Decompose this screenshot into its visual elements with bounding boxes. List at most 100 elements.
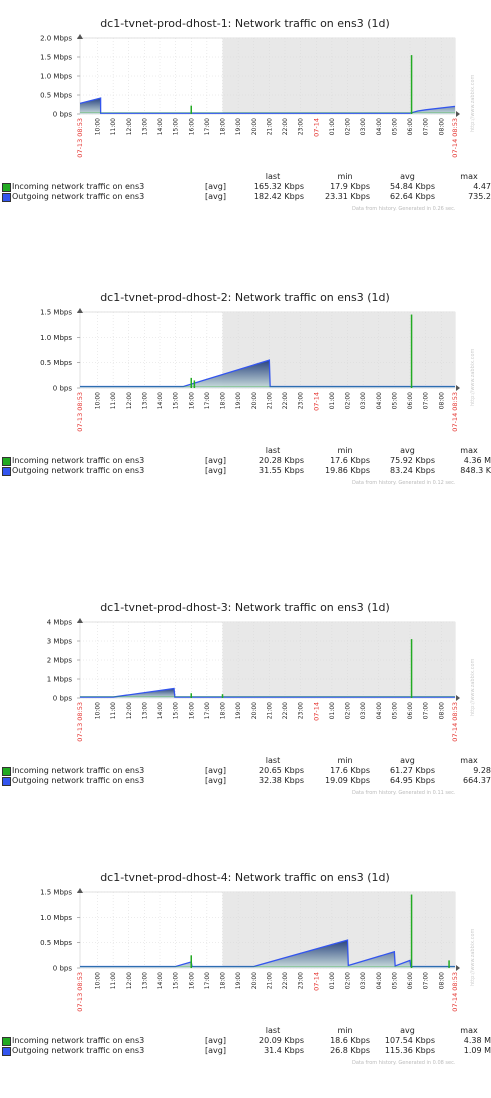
legend-column-max: max [460,756,478,765]
x-axis-arrow [456,111,460,117]
x-tick-label: 20:00 [251,702,258,719]
series-function: [avg] [205,1036,226,1045]
network-traffic-chart: dc1-tvnet-prod-dhost-4: Network traffic … [40,871,460,1012]
x-tick-label: 22:00 [282,392,289,409]
y-tick-label: 0.5 Mbps [40,359,72,367]
series-last-value: 31.4 Kbps [264,1046,304,1055]
x-tick-label: 08:00 [438,972,445,989]
y-tick-label: 1.5 Mbps [40,889,72,897]
legend-column-min: min [337,756,353,765]
x-tick-label: 06:00 [407,392,414,409]
y-tick-label: 4 Mbps [47,619,73,627]
zabbix-watermark: http://www.zabbix.com [470,928,476,986]
series-function: [avg] [205,182,226,191]
x-tick-label: 08:00 [438,118,445,135]
x-tick-label: 04:00 [376,118,383,135]
x-tick-label: 15:00 [173,702,180,719]
legend-column-avg: avg [400,172,415,181]
series-min-value: 18.6 Kbps [330,1036,370,1045]
series-min-value: 17.6 Kbps [330,766,370,775]
outgoing-area [80,360,455,388]
x-tick-label: 07-14 [312,702,320,721]
x-tick-label: 07:00 [423,392,430,409]
x-tick-label: 07-14 [312,118,320,137]
x-tick-label: 16:00 [188,118,195,135]
y-tick-label: 0 bps [53,385,73,393]
x-tick-label: 11:00 [110,392,117,409]
series-function: [avg] [205,466,226,475]
x-tick-label: 07:00 [423,972,430,989]
outgoing-color-swatch [2,1047,11,1056]
x-axis-arrow [456,695,460,701]
x-tick-label: 05:00 [391,392,398,409]
series-max-value: 848.3 K [460,466,491,475]
network-traffic-chart: dc1-tvnet-prod-dhost-3: Network traffic … [47,601,460,742]
x-axis-arrow [456,965,460,971]
generated-note: Data from history. Generated in 0.12 sec… [352,480,456,486]
x-tick-label: 21:00 [266,392,273,409]
x-tick-label: 01:00 [329,392,336,409]
x-start-label: 07-13 08:53 [76,392,84,432]
series-avg-value: 75.92 Kbps [389,456,435,465]
x-tick-label: 23:00 [298,702,305,719]
x-tick-label: 13:00 [141,392,148,409]
series-max-value: 9.28 [473,766,491,775]
x-start-label: 07-13 08:53 [76,118,84,158]
x-tick-label: 18:00 [220,702,227,719]
x-tick-label: 06:00 [407,118,414,135]
x-tick-label: 11:00 [110,702,117,719]
x-tick-label: 03:00 [360,392,367,409]
series-min-value: 23.31 Kbps [324,192,370,201]
x-tick-label: 12:00 [126,972,133,989]
x-tick-label: 06:00 [407,702,414,719]
network-traffic-chart: dc1-tvnet-prod-dhost-2: Network traffic … [40,291,460,432]
y-axis-arrow [77,308,83,313]
incoming-color-swatch [2,457,11,466]
series-function: [avg] [205,1046,226,1055]
series-last-value: 20.09 Kbps [258,1036,304,1045]
legend-row-incoming: Incoming network traffic on ens3 [avg] 165… [0,182,491,193]
x-tick-label: 23:00 [298,972,305,989]
x-tick-label: 20:00 [251,392,258,409]
series-name: Incoming network traffic on ens3 [12,766,145,775]
chart-title: dc1-tvnet-prod-dhost-4: Network traffic … [100,871,390,884]
x-tick-label: 07:00 [423,118,430,135]
y-tick-label: 1.0 Mbps [40,914,72,922]
x-tick-label: 20:00 [251,972,258,989]
legend-column-min: min [337,172,353,181]
graph-panel-1: dc1-tvnet-prod-dhost-1: Network traffic … [0,14,491,244]
x-tick-label: 02:00 [345,392,352,409]
legend-column-max: max [460,172,478,181]
series-function: [avg] [205,766,226,775]
y-tick-label: 0.5 Mbps [40,939,72,947]
zabbix-watermark: http://www.zabbix.com [470,348,476,406]
x-tick-label: 15:00 [173,392,180,409]
y-tick-label: 1.5 Mbps [40,309,72,317]
y-tick-label: 1.0 Mbps [40,334,72,342]
y-tick-label: 0 bps [53,965,73,973]
outgoing-series-line [80,687,455,698]
graph-panel-3: dc1-tvnet-prod-dhost-3: Network traffic … [0,598,491,828]
legend-column-avg: avg [400,756,415,765]
outgoing-color-swatch [2,193,11,202]
network-traffic-chart: dc1-tvnet-prod-dhost-1: Network traffic … [40,17,460,158]
x-tick-label: 07-14 [312,392,320,411]
series-name: Outgoing network traffic on ens3 [12,466,145,475]
series-last-value: 32.38 Kbps [258,776,304,785]
x-tick-label: 15:00 [173,118,180,135]
x-tick-label: 08:00 [438,392,445,409]
x-tick-label: 03:00 [360,118,367,135]
x-tick-label: 10:00 [95,118,102,135]
chart-title: dc1-tvnet-prod-dhost-2: Network traffic … [100,291,390,304]
x-tick-label: 13:00 [141,702,148,719]
y-axis-arrow [77,618,83,623]
x-tick-label: 03:00 [360,702,367,719]
x-tick-label: 12:00 [126,392,133,409]
x-tick-label: 22:00 [282,118,289,135]
x-tick-label: 14:00 [157,972,164,989]
x-tick-label: 05:00 [391,702,398,719]
legend-column-avg: avg [400,446,415,455]
x-tick-label: 23:00 [298,392,305,409]
chart-title: dc1-tvnet-prod-dhost-1: Network traffic … [100,17,390,30]
incoming-color-swatch [2,183,11,192]
